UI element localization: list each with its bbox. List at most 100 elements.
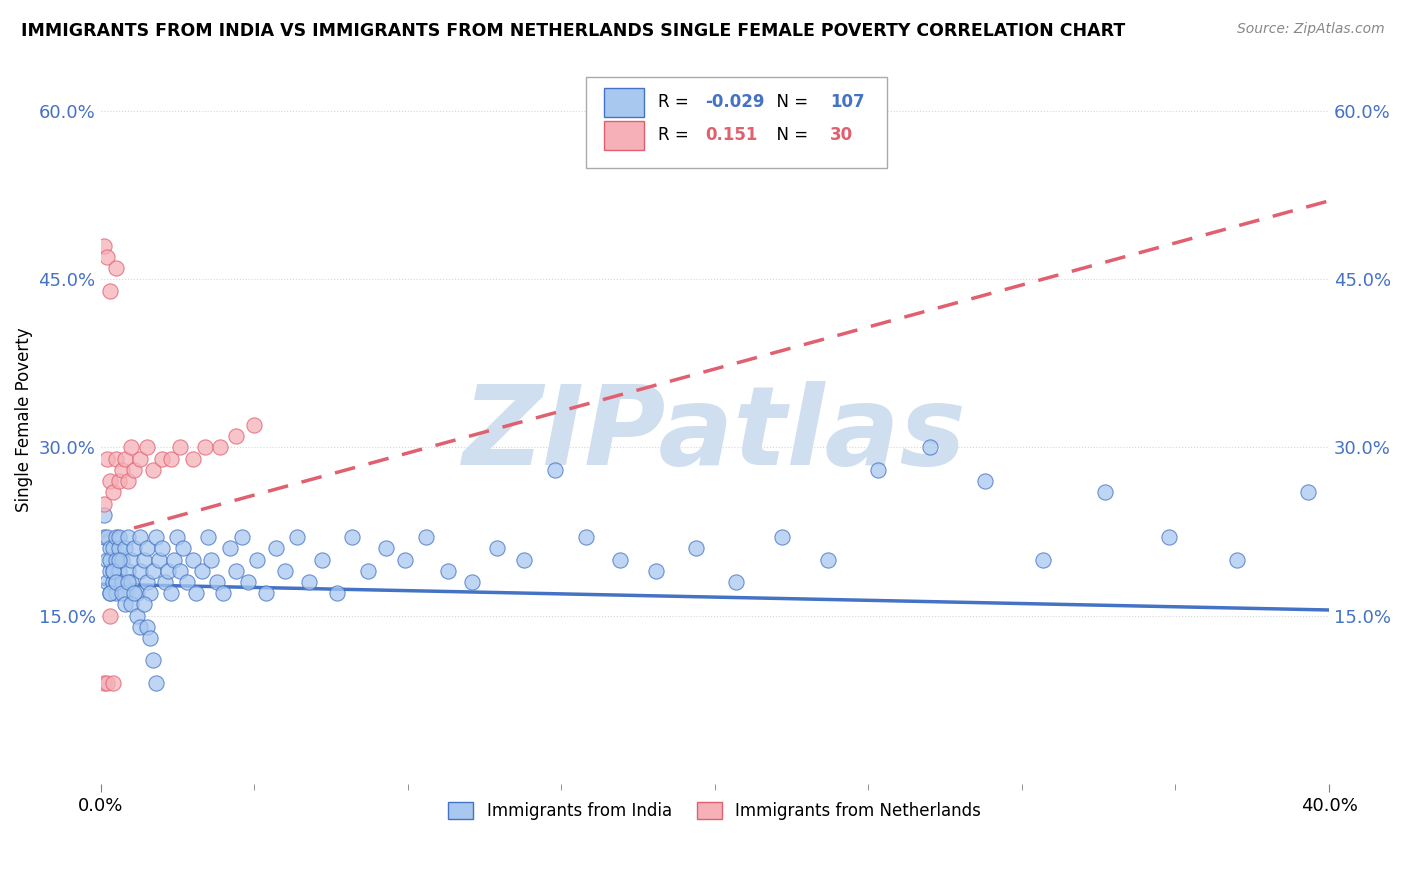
Point [120, 598, 142, 612]
Point [138, 586, 160, 600]
Point [225, 429, 247, 443]
Point [101, 564, 124, 578]
Point [114, 451, 136, 466]
Point [142, 564, 165, 578]
Point [1226, 552, 1249, 566]
Point [231, 530, 253, 544]
Text: ZIPatlas: ZIPatlas [463, 381, 967, 488]
Point [160, 451, 183, 466]
Point [153, 574, 176, 589]
Point [326, 586, 349, 600]
Point [104, 451, 127, 466]
Point [98, 552, 121, 566]
Point [264, 541, 287, 556]
Point [98, 586, 121, 600]
Point [145, 676, 167, 690]
Point [129, 530, 152, 544]
Text: 30: 30 [831, 127, 853, 145]
FancyBboxPatch shape [586, 77, 887, 168]
Bar [605, 88, 644, 117]
Point [111, 463, 134, 477]
Point [101, 564, 124, 578]
Point [124, 541, 146, 556]
Point [117, 474, 139, 488]
Legend: Immigrants from India, Immigrants from Netherlands: Immigrants from India, Immigrants from N… [441, 795, 988, 826]
Text: -0.029: -0.029 [704, 94, 765, 112]
Point [135, 620, 157, 634]
Point [93, 238, 115, 252]
Point [817, 552, 839, 566]
Point [127, 586, 149, 600]
Point [104, 574, 127, 589]
Point [124, 586, 146, 600]
Point [274, 564, 297, 578]
Text: R =: R = [658, 127, 695, 145]
Point [311, 552, 333, 566]
Point [176, 574, 198, 589]
Point [148, 552, 170, 566]
Point [184, 586, 207, 600]
Point [375, 541, 398, 556]
Point [172, 541, 194, 556]
Point [96, 530, 118, 544]
Point [117, 530, 139, 544]
Point [138, 631, 160, 645]
Point [108, 474, 131, 488]
Point [101, 485, 124, 500]
Point [298, 574, 321, 589]
Point [101, 541, 124, 556]
Point [415, 530, 437, 544]
Point [98, 284, 121, 298]
Point [104, 586, 127, 600]
Point [181, 552, 204, 566]
Point [96, 676, 118, 690]
Point [114, 541, 136, 556]
Point [218, 541, 240, 556]
Point [132, 552, 155, 566]
Point [1296, 485, 1319, 500]
Text: IMMIGRANTS FROM INDIA VS IMMIGRANTS FROM NETHERLANDS SINGLE FEMALE POVERTY CORRE: IMMIGRANTS FROM INDIA VS IMMIGRANTS FROM… [21, 22, 1125, 40]
Point [544, 463, 567, 477]
Point [142, 463, 165, 477]
Point [127, 608, 149, 623]
Point [104, 574, 127, 589]
Point [111, 574, 134, 589]
Point [169, 441, 191, 455]
Point [96, 552, 118, 566]
Point [98, 541, 121, 556]
Point [181, 451, 204, 466]
Point [1094, 485, 1116, 500]
Point [96, 574, 118, 589]
Point [212, 586, 235, 600]
Point [1159, 530, 1181, 544]
Point [101, 676, 124, 690]
Point [135, 441, 157, 455]
Point [197, 530, 219, 544]
Point [285, 530, 308, 544]
Text: Source: ZipAtlas.com: Source: ZipAtlas.com [1237, 22, 1385, 37]
Point [129, 620, 152, 634]
Point [93, 676, 115, 690]
Point [96, 451, 118, 466]
Point [160, 586, 183, 600]
Point [114, 598, 136, 612]
Point [575, 530, 598, 544]
Point [93, 496, 115, 510]
Point [200, 552, 222, 566]
Point [93, 530, 115, 544]
Point [461, 574, 484, 589]
Point [685, 541, 707, 556]
Point [108, 530, 131, 544]
Point [194, 441, 217, 455]
Point [918, 441, 941, 455]
Point [98, 474, 121, 488]
Text: R =: R = [658, 94, 695, 112]
Bar [605, 120, 644, 150]
Point [129, 451, 152, 466]
Y-axis label: Single Female Poverty: Single Female Poverty [15, 327, 32, 512]
Point [104, 261, 127, 276]
Point [98, 586, 121, 600]
Point [93, 508, 115, 522]
Point [104, 530, 127, 544]
Point [207, 574, 229, 589]
